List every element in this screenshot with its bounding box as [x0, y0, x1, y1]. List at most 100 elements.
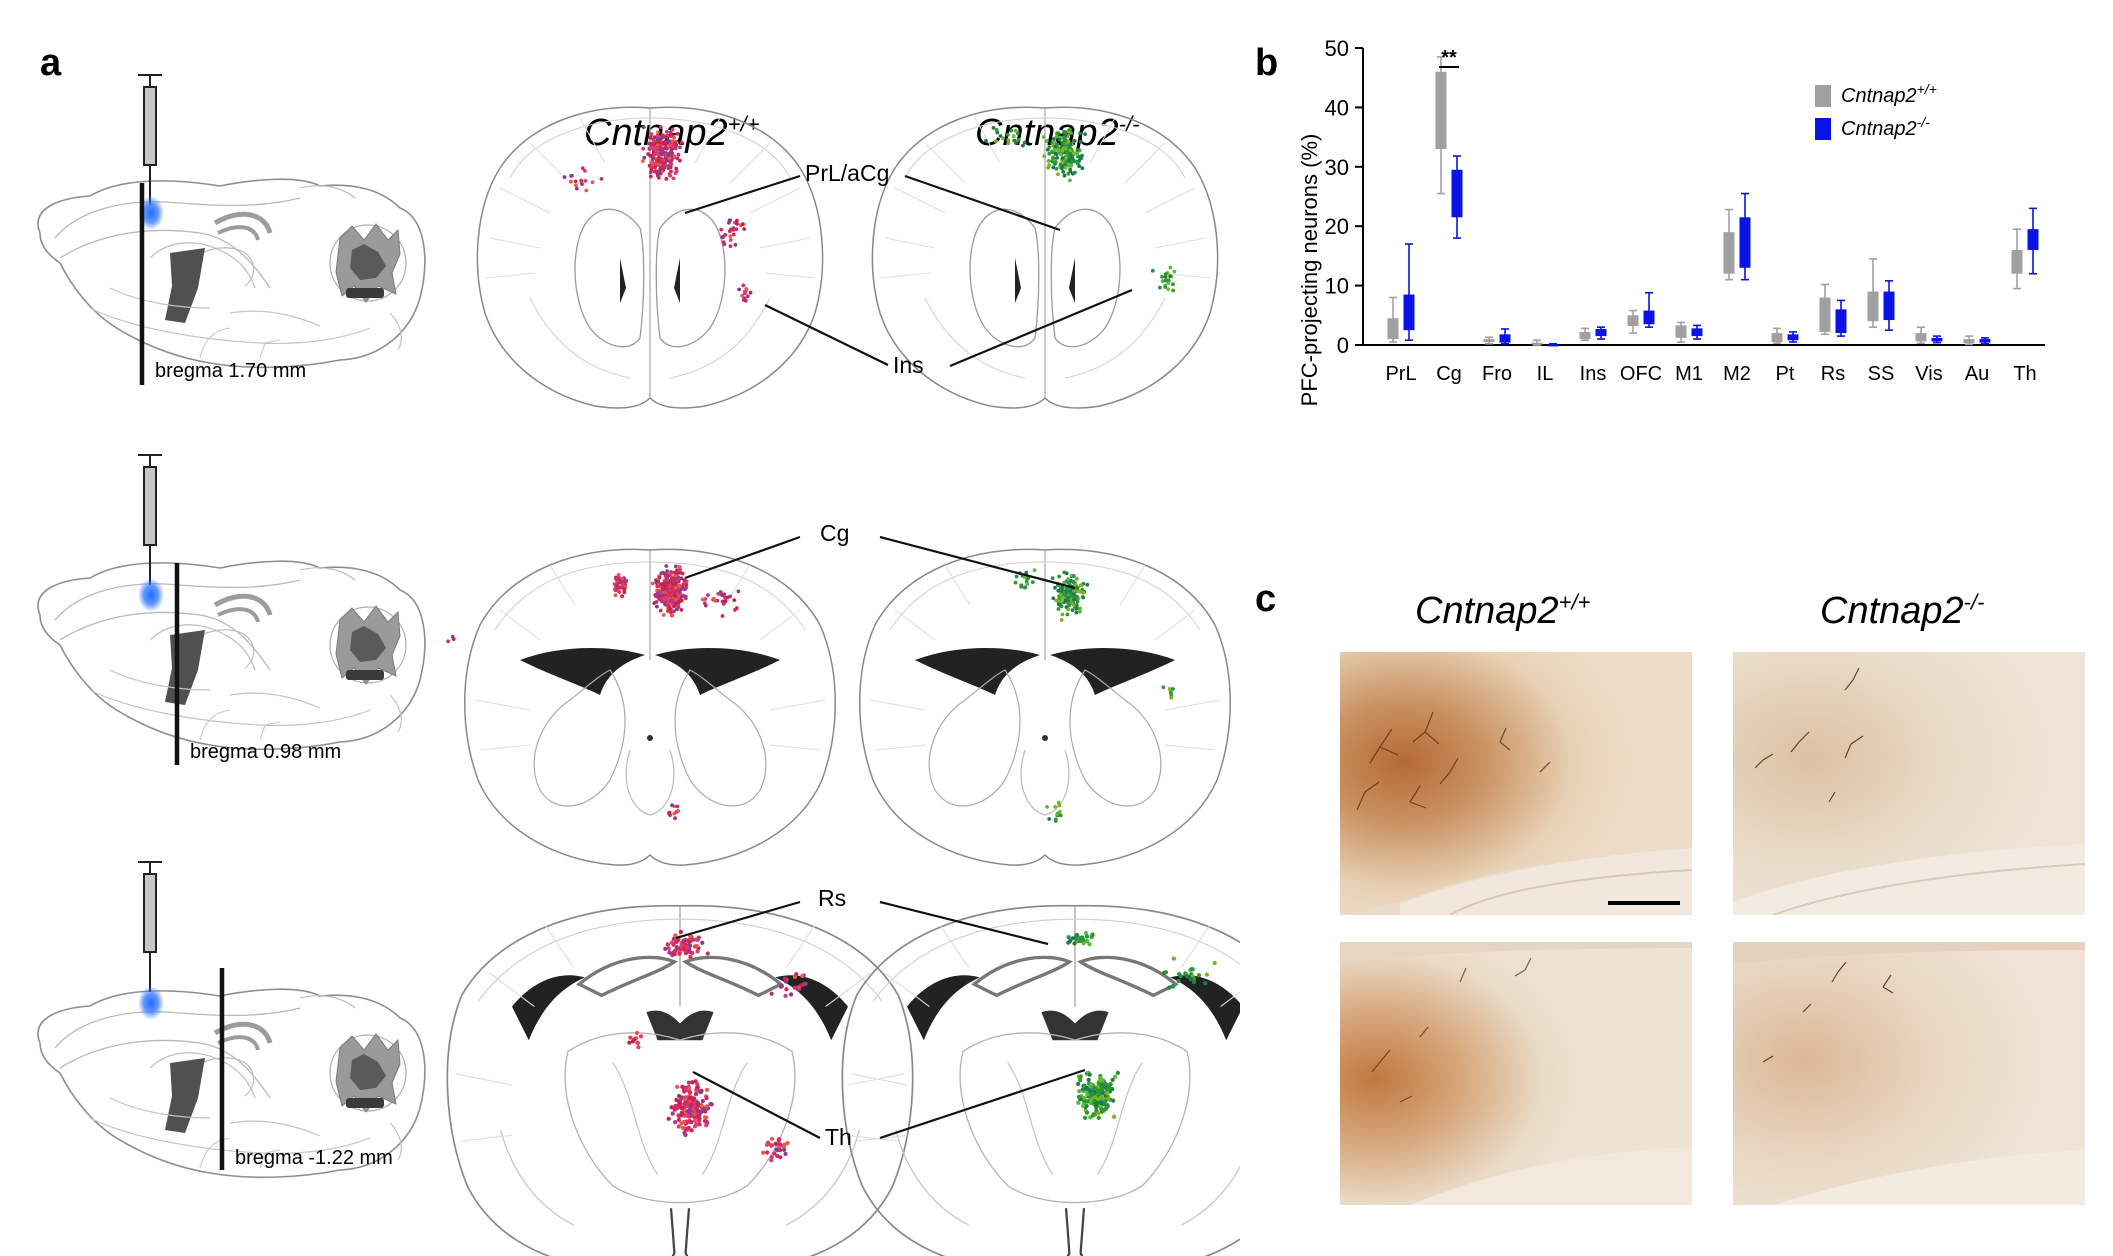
neuron-dot — [660, 148, 665, 153]
neuron-dot — [772, 1151, 777, 1156]
neuron-dot — [728, 244, 733, 249]
neuron-dot — [669, 598, 674, 602]
neuron-dot — [648, 174, 653, 179]
neuron-dot — [697, 1116, 702, 1122]
neuron-dot — [653, 147, 657, 151]
neuron-dot — [670, 127, 675, 132]
neuron-dot — [1072, 574, 1076, 578]
neuron-dot — [1158, 285, 1162, 290]
neuron-dot — [1051, 165, 1056, 170]
neuron-dot — [650, 161, 655, 166]
neuron-dot — [1078, 1074, 1083, 1079]
neuron-dot — [670, 601, 674, 606]
neuron-dot — [1053, 585, 1057, 590]
neuron-dot — [642, 155, 647, 160]
labelled-neurons-ko-1 — [984, 126, 1177, 293]
neuron-dot — [668, 130, 673, 135]
neuron-dot — [646, 152, 650, 156]
neuron-dot — [1150, 268, 1155, 273]
neuron-dot — [1078, 131, 1082, 136]
neuron-dot — [674, 1084, 680, 1090]
neuron-dot — [1184, 974, 1190, 979]
neuron-dot — [1066, 577, 1070, 581]
neuron-dot — [1204, 972, 1210, 977]
x-tick-label-cg: Cg — [1436, 363, 1462, 385]
genotype-superscript: +/+ — [1558, 589, 1591, 615]
neuron-dot — [649, 165, 654, 170]
neuron-dot — [1167, 687, 1172, 691]
box-body — [2027, 229, 2039, 250]
syringe-3 — [137, 861, 163, 993]
neuron-dot — [672, 570, 677, 575]
neuron-dot — [1056, 131, 1061, 136]
box-body — [1723, 232, 1735, 274]
neuron-dot — [1212, 960, 1217, 966]
neuron-dot — [719, 227, 724, 232]
region-label-prl-acg: PrL/aCg — [805, 160, 890, 186]
neuron-dot — [1071, 171, 1075, 176]
neuron-dot — [778, 984, 784, 989]
neuron-dot — [1051, 596, 1056, 601]
neuron-dot — [680, 1125, 686, 1131]
x-tick-label-vis: Vis — [1915, 363, 1942, 385]
neuron-dot — [766, 1141, 771, 1146]
neuron-dot — [673, 816, 677, 821]
neuron-dot — [673, 933, 678, 938]
neuron-dot — [694, 1122, 699, 1127]
neuron-dot — [1178, 973, 1183, 979]
neuron-dot — [684, 1086, 689, 1091]
neuron-dot — [683, 1132, 688, 1138]
neuron-dot — [654, 169, 659, 174]
neuron-dot — [721, 602, 726, 606]
neuron-dot — [1084, 938, 1090, 943]
neuron-dot — [1064, 146, 1068, 151]
neuron-dot — [769, 1136, 775, 1141]
neuron-dot — [1070, 936, 1075, 941]
neuron-dot — [669, 940, 675, 945]
neuron-dot — [1168, 265, 1173, 270]
neuron-dot — [1087, 941, 1092, 947]
neuron-dot — [1046, 159, 1051, 163]
neuron-dot — [769, 1143, 774, 1148]
box-body — [1403, 294, 1415, 331]
neuron-dot — [1111, 1114, 1117, 1119]
neuron-dot — [569, 179, 573, 184]
neuron-dot — [1171, 984, 1176, 989]
neuron-dot — [1015, 131, 1020, 136]
neuron-dot — [1189, 977, 1194, 982]
neuron-dot — [1196, 973, 1202, 978]
box-body — [1691, 328, 1703, 337]
neuron-dot — [1088, 1100, 1093, 1106]
neuron-dot — [699, 1103, 704, 1108]
coronal-section-wt-3 — [445, 903, 915, 1256]
neuron-dot — [1067, 130, 1072, 135]
neuron-dot — [1075, 148, 1080, 152]
neuron-dot — [1019, 585, 1024, 589]
neuron-dot — [776, 1137, 782, 1142]
x-tick-label-fro: Fro — [1482, 363, 1512, 385]
neuron-dot — [673, 581, 678, 586]
neuron-dot — [673, 171, 678, 175]
neuron-dot — [666, 139, 670, 143]
box-body — [1963, 339, 1975, 344]
neuron-dot — [668, 590, 673, 595]
neuron-dot — [720, 614, 725, 618]
neuron-dot — [635, 1040, 641, 1046]
box-body — [1547, 344, 1559, 347]
neuron-dot — [732, 598, 737, 602]
neuron-dot — [1056, 588, 1061, 593]
chart-legend: Cntnap2+/+ Cntnap2-/- — [1815, 81, 1937, 140]
micrograph-image — [1733, 652, 2085, 915]
neuron-dot — [1044, 139, 1049, 144]
neuron-dot — [665, 942, 670, 947]
bregma-label-3: bregma -1.22 mm — [235, 1147, 393, 1169]
neuron-dot — [676, 1093, 682, 1099]
neuron-dot — [691, 1101, 697, 1106]
micrograph-wt-bottom — [1340, 942, 1692, 1205]
neuron-dot — [1089, 933, 1095, 939]
neuron-dot — [1013, 580, 1018, 585]
neuron-dot — [670, 613, 675, 618]
box-pt-wt — [1771, 327, 1783, 345]
neuron-dot — [693, 1079, 698, 1084]
neuron-dot — [1068, 588, 1073, 593]
